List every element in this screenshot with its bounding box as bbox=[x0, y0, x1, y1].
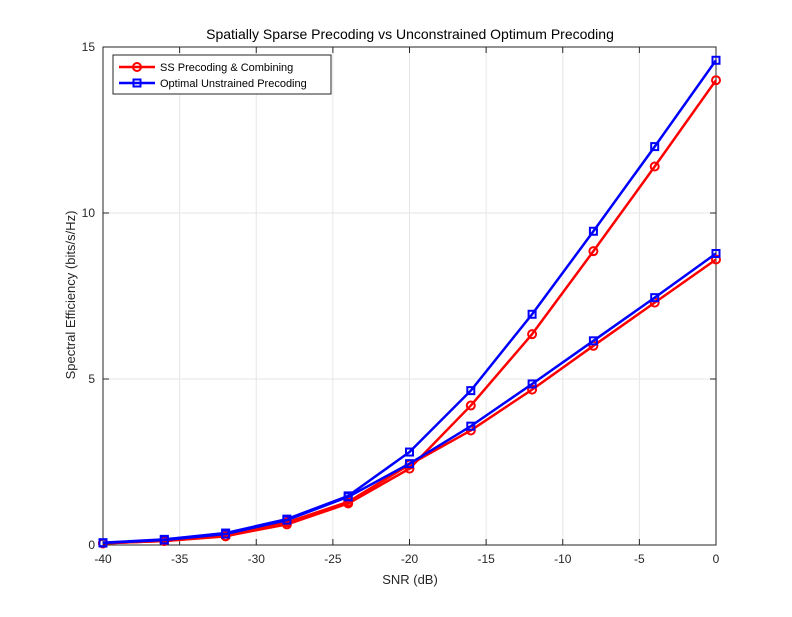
x-tick-label: -25 bbox=[324, 552, 342, 566]
data-point bbox=[711, 75, 721, 86]
data-point bbox=[282, 515, 292, 525]
y-tick-label: 10 bbox=[82, 206, 96, 220]
y-axis: 0 5 10 15 bbox=[82, 40, 716, 552]
data-point bbox=[466, 421, 476, 431]
data-point bbox=[98, 538, 108, 548]
data-point bbox=[466, 386, 476, 396]
data-point bbox=[527, 309, 537, 319]
data-point bbox=[159, 535, 169, 545]
x-tick-label: -5 bbox=[634, 552, 645, 566]
legend-marker bbox=[132, 78, 142, 88]
data-point bbox=[588, 336, 598, 346]
x-axis: -40 -35 -30 -25 -20 -15 -10 -5 0 bbox=[94, 47, 720, 566]
x-tick-label: -40 bbox=[94, 552, 112, 566]
data-point bbox=[649, 161, 660, 172]
data-point bbox=[650, 142, 660, 152]
data-point bbox=[527, 379, 537, 389]
x-tick-label: -15 bbox=[477, 552, 495, 566]
series-layer bbox=[98, 55, 721, 549]
data-point bbox=[588, 246, 599, 257]
data-point bbox=[405, 447, 414, 457]
legend: SS Precoding & Combining Optimal Unstrain… bbox=[112, 54, 332, 95]
data-point bbox=[527, 384, 538, 395]
data-point bbox=[711, 55, 721, 65]
data-point bbox=[405, 459, 414, 469]
x-tick-label: -35 bbox=[171, 552, 189, 566]
data-point bbox=[650, 293, 660, 303]
y-tick-label: 15 bbox=[82, 40, 96, 54]
x-tick-label: -10 bbox=[554, 552, 572, 566]
y-tick-label: 0 bbox=[88, 538, 95, 552]
x-tick-label: 0 bbox=[713, 552, 720, 566]
y-tick-label: 5 bbox=[88, 372, 95, 386]
data-point bbox=[527, 329, 538, 340]
series-line bbox=[102, 252, 717, 545]
data-point bbox=[711, 254, 721, 265]
y-axis-label: Spectral Efficiency (bits/s/Hz) bbox=[63, 211, 78, 380]
data-point bbox=[588, 226, 598, 236]
x-tick-label: -20 bbox=[401, 552, 419, 566]
legend-label: Optimal Unstrained Precoding bbox=[160, 78, 307, 90]
data-point bbox=[221, 529, 231, 539]
data-point bbox=[711, 249, 721, 259]
chart-title: Spatially Sparse Precoding vs Unconstrai… bbox=[206, 26, 614, 42]
legend-box bbox=[112, 54, 332, 95]
x-tick-label: -30 bbox=[248, 552, 266, 566]
x-axis-label: SNR (dB) bbox=[382, 572, 438, 587]
data-point bbox=[465, 400, 476, 411]
legend-marker bbox=[132, 62, 142, 72]
data-point bbox=[343, 492, 353, 502]
series-3 bbox=[98, 249, 721, 548]
legend-label: SS Precoding & Combining bbox=[160, 62, 293, 74]
